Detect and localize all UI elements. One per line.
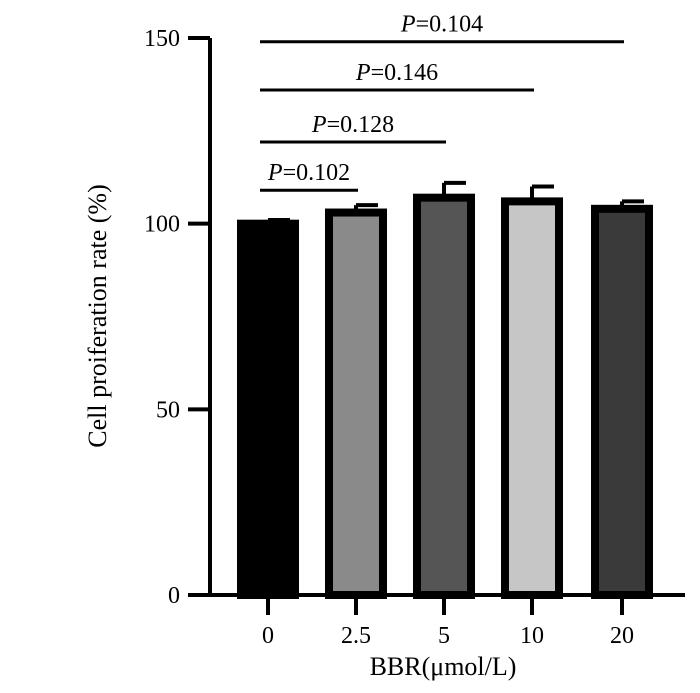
y-tick-label: 150 — [144, 26, 180, 52]
y-axis-label: Cell proiferation rate (%) — [83, 184, 112, 448]
p-value: =0.128 — [327, 112, 395, 138]
bars — [237, 193, 653, 600]
p-value-label: P=0.146 — [355, 60, 438, 86]
y-axis: 0 50 100 150 — [144, 26, 212, 609]
y-tick-label: 100 — [144, 212, 180, 238]
x-tick-label: 2.5 — [341, 623, 371, 649]
p-symbol: P — [400, 12, 416, 38]
bar-10 — [501, 197, 563, 600]
y-tick-label: 50 — [156, 397, 180, 423]
x-tick-label: 20 — [610, 623, 634, 649]
p-symbol: P — [267, 160, 283, 186]
x-axis: 0 2.5 5 10 20 — [208, 593, 685, 649]
bar-2.5 — [325, 208, 387, 599]
x-axis-label: BBR(μmol/L) — [370, 652, 517, 681]
p-value-label: P=0.128 — [311, 112, 394, 138]
error-bars — [266, 180, 644, 224]
x-tick-label: 5 — [438, 623, 450, 649]
p-value-label: P=0.104 — [400, 12, 483, 38]
x-tick-label: 0 — [262, 623, 274, 649]
bar-20 — [591, 204, 653, 600]
bar-0 — [237, 219, 299, 600]
bar-5 — [413, 193, 475, 599]
x-tick-label: 10 — [520, 623, 544, 649]
p-value: =0.146 — [371, 60, 439, 86]
p-value: =0.102 — [283, 160, 351, 186]
y-tick-label: 0 — [168, 583, 180, 609]
p-value: =0.104 — [416, 12, 484, 38]
p-value-label: P=0.102 — [267, 160, 350, 186]
p-symbol: P — [311, 112, 327, 138]
p-symbol: P — [355, 60, 371, 86]
